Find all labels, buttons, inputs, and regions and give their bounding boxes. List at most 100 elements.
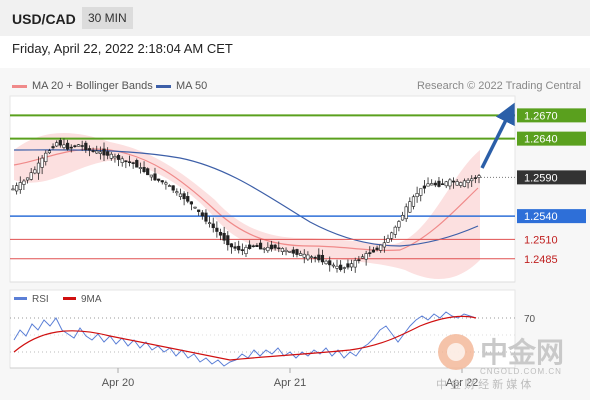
candle-body: [364, 253, 368, 260]
watermark-site: CNGOLD.COM.CN: [480, 367, 562, 376]
level-label-support-3: 1.2540: [524, 211, 558, 223]
candle-body: [269, 244, 274, 250]
candle-body: [440, 183, 445, 186]
candle-body: [25, 177, 30, 181]
ma50-line: [13, 149, 479, 247]
candle-body: [95, 150, 99, 154]
candle-body: [397, 221, 401, 228]
candle-body: [393, 226, 397, 235]
candle-body: [288, 250, 292, 253]
candle-body: [375, 247, 379, 250]
candle-body: [415, 193, 419, 198]
candle-body: [138, 167, 143, 169]
candle-body: [55, 142, 59, 147]
candle-body: [84, 142, 88, 151]
candle-body: [73, 145, 77, 148]
candle-body: [248, 244, 252, 249]
candle-body: [357, 259, 361, 262]
candle-body: [233, 246, 237, 249]
candle-body: [273, 244, 277, 249]
candle-body: [18, 182, 22, 190]
projection-arrow: [480, 102, 515, 169]
candle-body: [178, 193, 183, 197]
candle-body: [157, 178, 161, 181]
candle-body: [15, 185, 19, 192]
x-tick-label: Apr 20: [102, 377, 134, 389]
candle-body: [135, 160, 139, 168]
candle-body: [408, 201, 412, 213]
candle-body: [470, 178, 474, 182]
candle-body: [40, 157, 44, 168]
candle-body: [324, 260, 328, 265]
candle-body: [382, 242, 386, 248]
candle-body: [251, 245, 255, 248]
candle-body: [437, 180, 441, 187]
candle-body: [313, 256, 317, 259]
candle-body: [451, 180, 456, 183]
candle-body: [106, 151, 110, 156]
candle-body: [284, 249, 288, 252]
candle-body: [207, 222, 212, 224]
candle-body: [266, 247, 270, 252]
candle-body: [379, 244, 383, 251]
candle-body: [411, 196, 416, 207]
candle-body: [390, 232, 394, 239]
x-ticks-group: Apr 20 Apr 21 Apr 22: [102, 368, 478, 389]
level-label-minor-5: 1.2485: [524, 254, 558, 266]
candle-body: [258, 242, 263, 250]
candle-body: [328, 260, 332, 266]
timeframe-button[interactable]: 30 MIN: [82, 7, 133, 29]
legend-ma20: MA 20 + Bollinger Bands: [12, 80, 153, 92]
watermark-cn: 中金网: [480, 336, 564, 368]
level-label-last: 1.2590: [524, 172, 558, 184]
candle-body: [98, 151, 102, 154]
candle-body: [255, 245, 259, 247]
rsi-70-label: 70: [524, 314, 536, 325]
candle-body: [215, 227, 219, 232]
legend-ma50-label: MA 50: [176, 80, 208, 92]
candle-body: [433, 182, 437, 186]
rsi-ma-line: [13, 315, 477, 361]
candle-body: [76, 144, 81, 147]
candles-group: [11, 137, 481, 274]
legend-ma20-label: MA 20 + Bollinger Bands: [32, 80, 153, 92]
candle-body: [302, 253, 306, 258]
legend-ma50-swatch: [156, 84, 171, 88]
candle-body: [477, 175, 481, 178]
candle-body: [186, 196, 190, 202]
rsi-line: [13, 311, 477, 367]
candle-body: [120, 158, 124, 163]
candle-body: [127, 161, 132, 163]
levels-group: 1.2670 1.2640 1.2590 1.2540 1.2510 1.2485: [10, 108, 586, 266]
chart-datetime: Friday, April 22, 2022 2:18:04 AM CET: [12, 41, 233, 56]
x-tick-label: Apr 22: [446, 377, 478, 389]
watermark-logo: 中金网 CNGOLD.COM.CN 中 金 财 经 新 媒 体: [436, 334, 564, 391]
legend-ma50: MA 50: [156, 80, 207, 92]
candle-body: [175, 191, 179, 194]
candle-body: [200, 212, 204, 217]
symbol-label: USD/CAD: [12, 11, 76, 27]
candle-body: [62, 144, 66, 148]
candle-body: [335, 265, 339, 269]
candle-body: [295, 249, 299, 255]
candle-body: [309, 256, 314, 259]
level-label-minor-4: 1.2510: [524, 234, 558, 246]
candle-body: [44, 152, 48, 163]
candle-body: [102, 148, 106, 156]
candle-body: [360, 256, 365, 259]
candle-body: [142, 167, 146, 172]
candle-body: [69, 146, 73, 149]
candle-body: [353, 260, 357, 268]
rsi-ma-legend-swatch: [63, 297, 76, 300]
candle-body: [462, 180, 467, 187]
candle-body: [339, 264, 343, 271]
level-tag-resistance-0: [517, 108, 586, 123]
level-tag-support-3: [517, 209, 586, 224]
candle-body: [404, 206, 408, 220]
candle-body: [113, 156, 117, 159]
candle-body: [193, 206, 197, 209]
candle-body: [167, 185, 172, 187]
candle-body: [29, 172, 33, 180]
candle-body: [459, 182, 463, 186]
candle-body: [11, 188, 15, 191]
